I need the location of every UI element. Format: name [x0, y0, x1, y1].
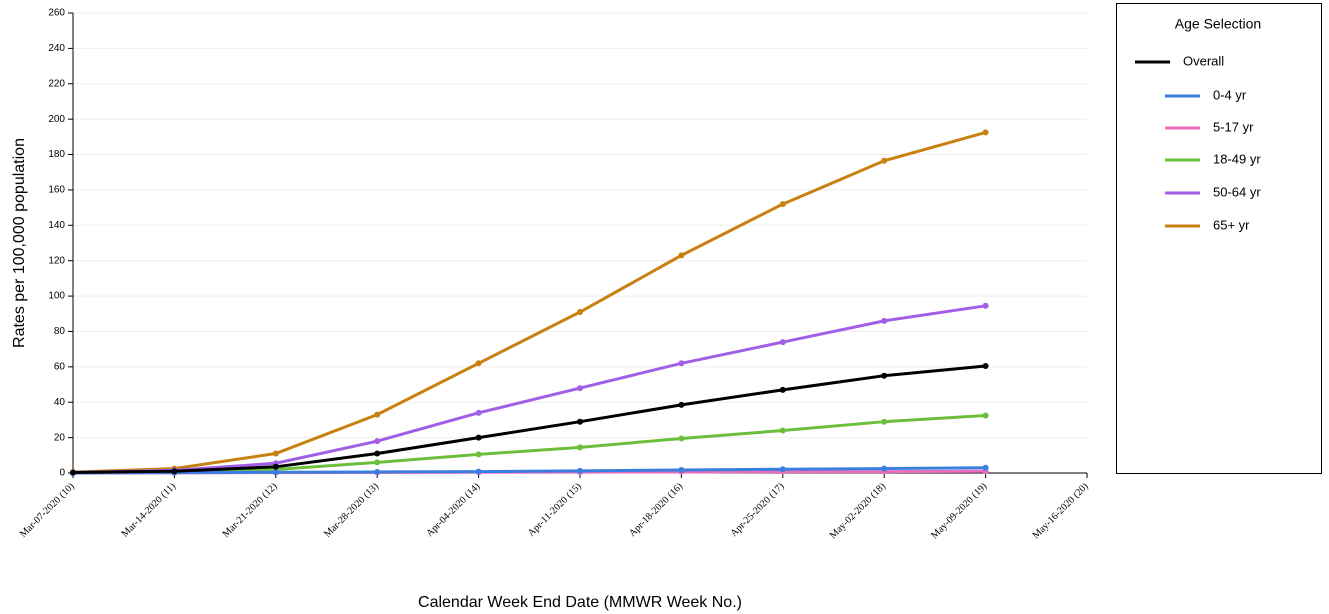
legend-box: [1116, 3, 1322, 474]
data-point: [982, 362, 989, 369]
x-tick-label: Mar-07-2020 (10): [18, 481, 77, 540]
data-point: [881, 157, 888, 164]
y-tick-label: 20: [54, 432, 66, 443]
data-point: [374, 438, 381, 445]
x-tick-label: Mar-21-2020 (12): [221, 481, 280, 540]
x-tick-label: Mar-14-2020 (11): [120, 481, 179, 540]
data-point: [779, 427, 786, 434]
y-axis-title: Rates per 100,000 population: [11, 138, 28, 348]
data-point: [881, 418, 888, 425]
y-tick-label: 120: [48, 255, 65, 266]
y-tick-label: 80: [54, 326, 66, 337]
data-point: [678, 401, 685, 408]
data-point: [272, 450, 279, 457]
x-tick-label: Mar-28-2020 (13): [322, 481, 381, 540]
data-point: [475, 434, 482, 441]
data-point: [475, 409, 482, 416]
data-point: [475, 468, 482, 475]
data-point: [982, 412, 989, 419]
data-point: [272, 469, 279, 476]
data-point: [982, 302, 989, 309]
data-point: [577, 444, 583, 451]
x-tick-label: Apr-04-2020 (14): [424, 481, 482, 539]
data-point: [881, 465, 888, 472]
series-line: [72, 414, 986, 475]
data-point: [982, 464, 989, 471]
y-tick-label: 240: [48, 43, 65, 54]
legend-label: 50-64 yr: [1213, 184, 1261, 199]
data-point: [678, 435, 685, 442]
data-point: [982, 129, 989, 136]
data-point: [779, 466, 786, 473]
data-point: [577, 385, 583, 392]
data-point: [881, 372, 888, 379]
data-point: [577, 467, 583, 474]
x-tick-label: Apr-18-2020 (16): [627, 481, 685, 539]
data-point: [678, 466, 685, 473]
data-point: [779, 386, 786, 393]
data-point: [577, 418, 583, 425]
data-point: [475, 360, 482, 367]
y-tick-label: 160: [48, 185, 65, 196]
y-tick-label: 140: [48, 220, 65, 231]
legend-title: Age Selection: [1175, 16, 1261, 32]
y-tick-label: 60: [54, 361, 66, 372]
data-point: [577, 309, 583, 315]
series-line: [72, 466, 986, 475]
y-tick-label: 40: [54, 397, 66, 408]
legend-label: 65+ yr: [1213, 217, 1250, 232]
x-tick-label: May-09-2020 (19): [929, 481, 989, 541]
y-tick-label: 260: [48, 8, 65, 19]
data-point: [374, 468, 381, 475]
x-tick-label: May-16-2020 (20): [1031, 481, 1091, 541]
data-point: [374, 459, 381, 466]
y-tick-label: 180: [48, 149, 65, 160]
data-point: [678, 252, 685, 259]
legend-label: 0-4 yr: [1213, 87, 1247, 102]
legend-label: 18-49 yr: [1213, 151, 1261, 166]
x-axis-title: Calendar Week End Date (MMWR Week No.): [418, 594, 742, 611]
series-line: [72, 304, 986, 474]
data-point: [374, 411, 381, 418]
y-tick-label: 0: [59, 468, 65, 479]
legend-label: 5-17 yr: [1213, 119, 1254, 134]
series-line: [72, 364, 986, 474]
y-tick-label: 100: [48, 291, 65, 302]
y-tick-label: 220: [48, 78, 65, 89]
data-point: [678, 360, 685, 367]
series-line: [72, 130, 987, 474]
data-point: [779, 339, 786, 346]
x-tick-label: Apr-25-2020 (17): [728, 481, 786, 539]
x-tick-label: May-02-2020 (18): [828, 481, 888, 541]
data-point: [374, 450, 381, 457]
data-point: [171, 468, 178, 475]
data-point: [779, 201, 786, 208]
data-point: [881, 317, 888, 324]
data-point: [70, 469, 76, 476]
data-point: [475, 451, 482, 458]
data-point: [272, 463, 279, 470]
legend-label: Overall: [1183, 53, 1224, 68]
y-tick-label: 200: [48, 114, 65, 125]
x-tick-label: Apr-11-2020 (15): [526, 481, 584, 539]
